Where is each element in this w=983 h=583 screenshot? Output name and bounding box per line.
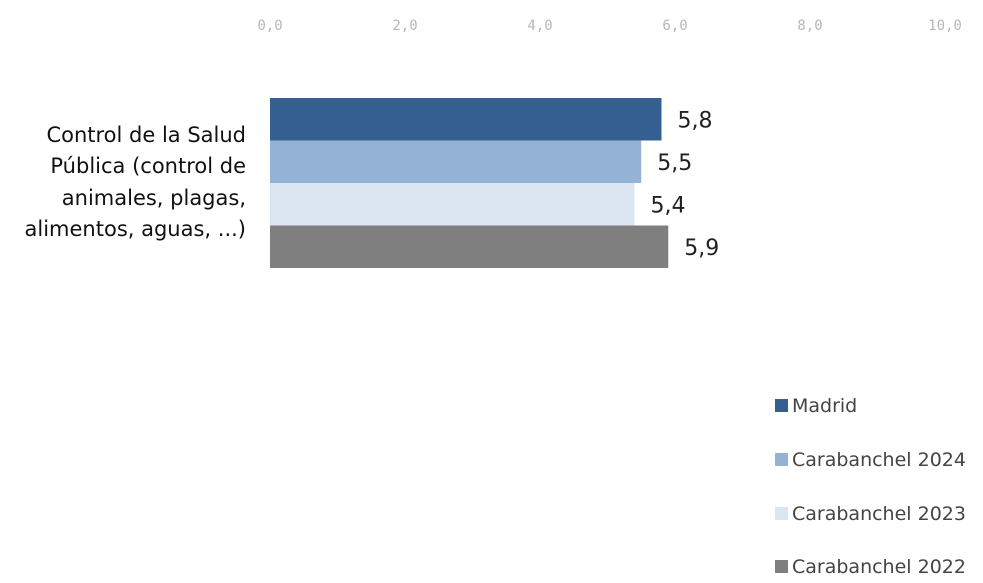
category-label: Control de la Salud Pública (control de an…: [25, 123, 246, 241]
x-axis-ticks: 0,0 2,0 4,0 6,0 8,0 10,0: [257, 18, 962, 34]
legend-label: Carabanchel 2022: [792, 556, 966, 578]
legend-label: Carabanchel 2023: [792, 503, 966, 525]
category-label-line: Pública (control de: [50, 154, 246, 178]
data-label: 5,4: [651, 193, 686, 218]
category-label-line: alimentos, aguas, ...): [25, 217, 246, 241]
x-tick-label: 0,0: [257, 18, 282, 34]
bars: [270, 98, 669, 268]
bar-carabanchel-2022: [270, 225, 669, 268]
legend-item: Carabanchel 2022: [775, 556, 966, 578]
category-label-line: animales, plagas,: [62, 186, 246, 210]
legend-item: Carabanchel 2024: [775, 449, 966, 471]
x-tick-label: 6,0: [662, 18, 687, 34]
bar-carabanchel-2024: [270, 140, 642, 183]
legend-item: Carabanchel 2023: [775, 503, 966, 525]
data-label: 5,8: [678, 108, 713, 133]
category-labels: Control de la Salud Pública (control de an…: [25, 123, 246, 241]
bar-madrid: [270, 98, 662, 141]
data-label: 5,9: [684, 236, 719, 261]
legend-swatch: [775, 453, 788, 466]
x-tick-label: 2,0: [392, 18, 417, 34]
category-label-line: Control de la Salud: [46, 123, 246, 147]
legend-swatch: [775, 560, 788, 573]
x-tick-label: 4,0: [527, 18, 552, 34]
x-tick-label: 10,0: [928, 18, 962, 34]
legend: Madrid Carabanchel 2024 Carabanchel 2023 Ca…: [775, 395, 966, 578]
legend-label: Madrid: [792, 395, 857, 417]
legend-swatch: [775, 507, 788, 520]
x-tick-label: 8,0: [797, 18, 822, 34]
legend-label: Carabanchel 2024: [792, 449, 966, 471]
legend-swatch: [775, 399, 788, 412]
data-label: 5,5: [657, 151, 692, 176]
data-labels: 5,8 5,5 5,4 5,9: [651, 108, 720, 261]
bar-carabanchel-2023: [270, 183, 635, 226]
legend-item: Madrid: [775, 395, 857, 417]
